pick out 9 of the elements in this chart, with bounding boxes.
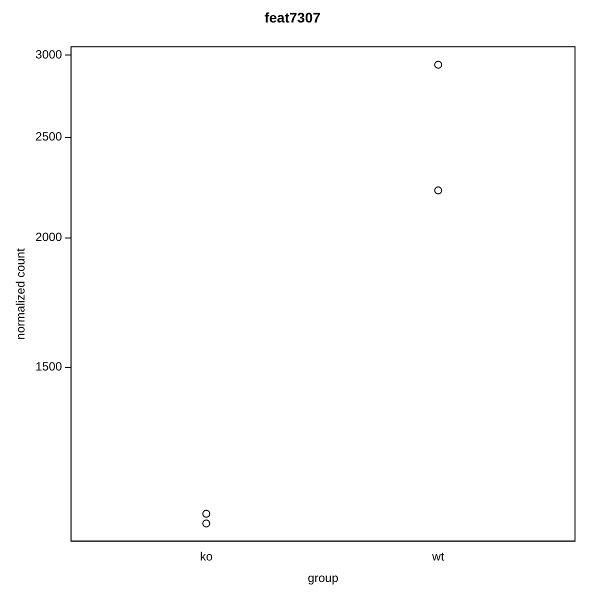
x-tick-label: ko	[200, 550, 213, 564]
x-tick-label: wt	[431, 550, 445, 564]
x-axis-title: group	[308, 571, 339, 586]
y-axis-title: normalized count	[14, 248, 28, 340]
y-tick-label: 3000	[35, 47, 62, 62]
y-tick-label: 2000	[35, 230, 62, 244]
y-tick-label: 2500	[35, 130, 62, 144]
chart-title: feat7307	[264, 9, 321, 26]
y-tick-label: 1500	[35, 360, 62, 374]
